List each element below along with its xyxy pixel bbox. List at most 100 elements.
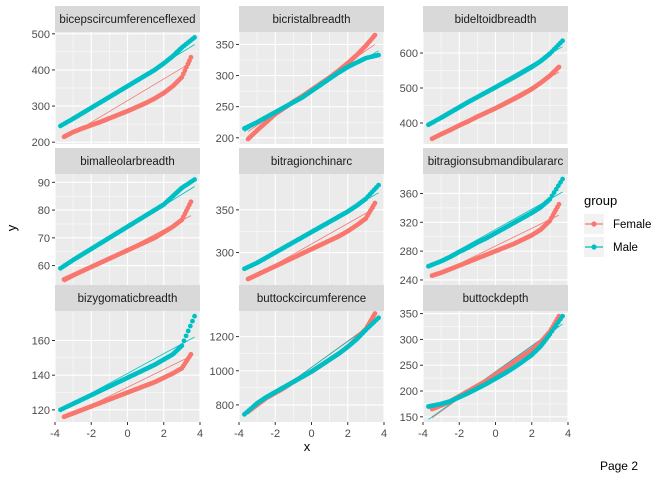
facet-strip bbox=[55, 285, 200, 311]
page-label: Page 2 bbox=[599, 459, 638, 473]
y-tick-label: 60 bbox=[38, 261, 50, 273]
x-tick-label: 2 bbox=[529, 428, 535, 440]
y-tick-label: 240 bbox=[400, 275, 418, 287]
legend-label: Male bbox=[613, 242, 638, 254]
point-male bbox=[252, 402, 258, 408]
x-tick-label: 0 bbox=[124, 428, 130, 440]
point-female bbox=[253, 129, 259, 135]
x-tick-label: 4 bbox=[565, 428, 571, 440]
facet-strip-label: bimalleolarbreadth bbox=[80, 156, 175, 168]
y-tick-label: 300 bbox=[400, 334, 418, 346]
plot-area bbox=[58, 35, 197, 140]
y-tick-label: 1000 bbox=[210, 366, 234, 378]
point-male bbox=[190, 318, 195, 324]
point-male bbox=[545, 333, 551, 339]
facet-bimalleolarbreadth: bimalleolarbreadth 60 70 80 90 bbox=[38, 148, 201, 285]
x-tick-label: 4 bbox=[381, 428, 387, 440]
facet-strip bbox=[423, 148, 568, 174]
y-tick-label: 400 bbox=[32, 65, 50, 77]
point-male bbox=[68, 117, 74, 123]
facet-strip bbox=[423, 285, 568, 311]
point-female bbox=[555, 204, 560, 210]
facet-bitragionchinarc: bitragionchinarc 300 350 bbox=[216, 148, 385, 285]
facet-strip bbox=[55, 6, 200, 32]
facet-bicristalbreadth: bicristalbreadth 200 250 300 350 bbox=[216, 6, 385, 145]
x-tick-label: 2 bbox=[161, 428, 167, 440]
x-tick-label: 4 bbox=[197, 428, 203, 440]
x-tick-label: -4 bbox=[50, 428, 60, 440]
point-female bbox=[177, 218, 183, 224]
point-female bbox=[187, 202, 192, 208]
point-male bbox=[536, 345, 542, 350]
legend-title: group bbox=[584, 193, 617, 208]
y-tick-label: 350 bbox=[216, 39, 234, 51]
y-tick-label: 320 bbox=[400, 217, 418, 229]
point-male bbox=[68, 259, 74, 264]
plot-area bbox=[58, 313, 197, 420]
point-male bbox=[361, 197, 367, 203]
point-female bbox=[371, 313, 376, 319]
facet-bideltoidbreadth: bideltoidbreadth 400 500 600 bbox=[400, 6, 569, 144]
point-female bbox=[187, 58, 192, 64]
y-tick-label: 200 bbox=[216, 133, 234, 145]
facet-strip-label: bitragionsubmandibulararc bbox=[428, 156, 564, 168]
point-male bbox=[181, 338, 187, 344]
y-tick-label: 250 bbox=[216, 102, 234, 114]
x-tick-label: 0 bbox=[492, 428, 498, 440]
point-male bbox=[177, 344, 183, 350]
point-male bbox=[185, 328, 191, 334]
point-female bbox=[371, 203, 376, 208]
y-tick-label: 300 bbox=[32, 101, 50, 113]
y-tick-label: 250 bbox=[400, 360, 418, 372]
legend-item-male: Male bbox=[584, 237, 638, 257]
point-male bbox=[252, 120, 258, 126]
x-tick-label: -2 bbox=[270, 428, 280, 440]
point-female bbox=[187, 354, 192, 360]
point-male bbox=[558, 316, 563, 322]
point-male bbox=[374, 53, 379, 58]
y-tick-label: 300 bbox=[216, 71, 234, 83]
y-axis-title: y bbox=[4, 224, 19, 231]
point-female bbox=[352, 53, 358, 59]
facet-strip bbox=[239, 6, 384, 32]
point-male bbox=[68, 402, 74, 408]
y-tick-label: 360 bbox=[400, 188, 418, 200]
x-tick-label: -4 bbox=[234, 428, 244, 440]
plot-area bbox=[426, 176, 565, 279]
facet-strip bbox=[239, 148, 384, 174]
plot-area bbox=[242, 32, 381, 142]
x-tick-label: -2 bbox=[86, 428, 96, 440]
y-tick-label: 600 bbox=[400, 48, 418, 60]
facet-strip-label: bizygomaticbreadth bbox=[78, 293, 178, 305]
y-tick-label: 300 bbox=[216, 248, 234, 260]
point-male bbox=[183, 333, 189, 339]
y-tick-label: 160 bbox=[32, 335, 50, 347]
y-tick-label: 200 bbox=[32, 137, 50, 149]
point-female bbox=[361, 217, 367, 222]
y-tick-label: 140 bbox=[32, 370, 50, 382]
plot-area bbox=[58, 177, 197, 283]
point-male bbox=[545, 198, 551, 203]
point-male bbox=[436, 401, 442, 407]
point-male bbox=[190, 36, 195, 42]
point-male bbox=[436, 259, 442, 265]
facet-strip bbox=[239, 285, 384, 311]
facet-bizygomaticbreadth: bizygomaticbreadth 120 140 160 -4 -2 0 2 4 bbox=[32, 285, 203, 440]
legend-key-point bbox=[591, 221, 597, 227]
facet-bitragionsubmandibulararc: bitragionsubmandibulararc 240 280 320 360 bbox=[400, 148, 569, 287]
point-male bbox=[177, 46, 183, 52]
point-female bbox=[545, 219, 551, 225]
y-tick-label: 350 bbox=[216, 205, 234, 217]
y-tick-label: 120 bbox=[32, 405, 50, 417]
facet-strip-label: bicristalbreadth bbox=[273, 14, 351, 26]
plot-area bbox=[242, 182, 381, 282]
plot-area bbox=[242, 311, 381, 417]
point-male bbox=[545, 52, 551, 58]
facet-buttockdepth: buttockdepth 150 200 250 300 350 -4 -2 0 2 4 bbox=[400, 285, 571, 440]
point-male bbox=[361, 56, 367, 62]
x-tick-label: -4 bbox=[418, 428, 428, 440]
facet-strip-label: bitragionchinarc bbox=[271, 156, 352, 168]
point-female bbox=[177, 76, 183, 82]
point-male bbox=[558, 180, 563, 185]
